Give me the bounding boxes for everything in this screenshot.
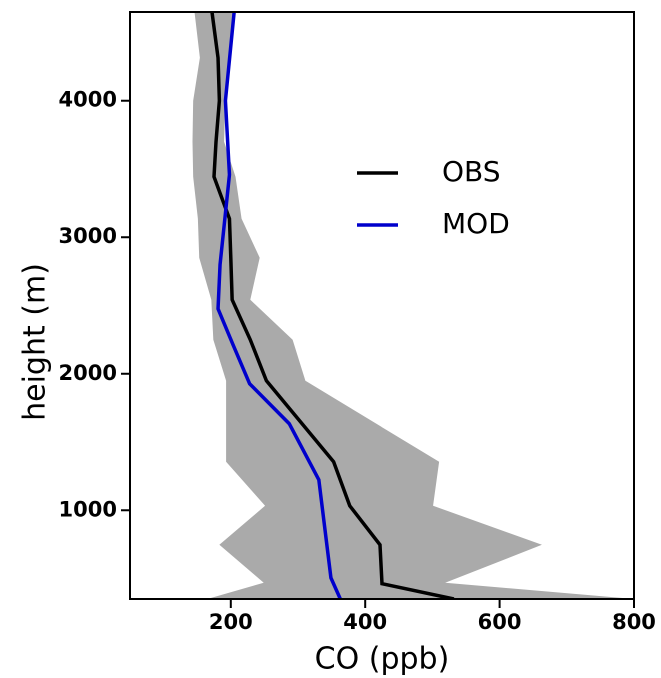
range-band (192, 12, 634, 599)
x-tick-label: 400 (343, 610, 387, 634)
y-tick-label: 4000 (59, 88, 117, 112)
y-tick-label: 3000 (59, 224, 117, 248)
legend-label: OBS (442, 155, 501, 188)
x-axis-title: CO (ppb) (315, 642, 450, 677)
series-line (210, 12, 455, 599)
x-tick-label: 800 (612, 610, 656, 634)
plot-frame (129, 11, 635, 600)
y-tick-label: 2000 (59, 361, 117, 385)
x-tick-label: 600 (478, 610, 522, 634)
y-axis-title: height (m) (18, 263, 53, 421)
legend-label: MOD (442, 207, 510, 240)
x-tick-label: 200 (209, 610, 253, 634)
series-line (216, 12, 342, 599)
y-tick-label: 1000 (59, 497, 117, 521)
